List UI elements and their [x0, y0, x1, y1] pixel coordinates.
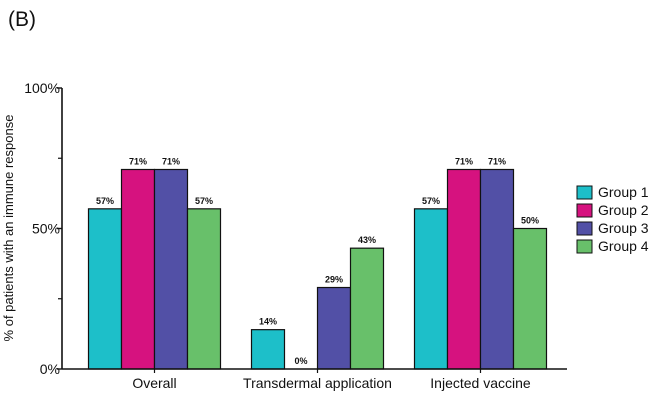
bar [316, 286, 352, 370]
data-label: 71% [162, 156, 180, 166]
data-label: 57% [422, 196, 440, 206]
axes-layer: 0% 50% 100% [24, 80, 567, 377]
bar [120, 168, 156, 370]
data-label: 43% [358, 235, 376, 245]
legend-swatch [576, 203, 593, 218]
legend-label: Group 2 [598, 202, 649, 218]
data-label: 50% [521, 216, 539, 226]
bars-layer [87, 168, 548, 370]
bar [413, 208, 449, 370]
y-axis-label: % of patients with an immune response [1, 115, 16, 342]
data-labels-layer: 57% 71% 71% 57% 14% 0% 29% 43% 57% 71% 71% 50% [96, 156, 539, 366]
legend: Group 1 Group 2 Group 3 Group 4 [576, 184, 649, 254]
legend-label: Group 3 [598, 220, 649, 236]
bar [349, 247, 385, 370]
y-tick-label: 100% [24, 80, 60, 96]
legend-swatch [576, 185, 593, 200]
bar [479, 168, 515, 370]
data-label: 71% [129, 156, 147, 166]
bar [446, 168, 482, 370]
data-label: 29% [325, 275, 343, 285]
bar [87, 208, 123, 370]
x-tick-label: Overall [132, 375, 176, 391]
panel-label: (B) [8, 8, 36, 31]
data-label: 71% [455, 156, 473, 166]
legend-swatch [576, 221, 593, 236]
bar [153, 168, 189, 370]
y-tick-label: 50% [32, 221, 60, 237]
bar [512, 227, 548, 370]
data-label: 0% [294, 356, 307, 366]
bar [186, 208, 222, 370]
legend-swatch [576, 239, 593, 254]
legend-label: Group 1 [598, 184, 649, 200]
data-label: 57% [96, 196, 114, 206]
data-label: 14% [259, 317, 277, 327]
data-label: 71% [488, 156, 506, 166]
category-labels-layer: Overall Transdermal application Injected v… [132, 375, 531, 391]
legend-label: Group 4 [598, 238, 649, 254]
bar [250, 329, 286, 370]
data-label: 57% [195, 196, 213, 206]
x-tick-label: Injected vaccine [430, 375, 531, 391]
x-tick-label: Transdermal application [243, 375, 392, 391]
y-tick-label: 0% [40, 361, 60, 377]
